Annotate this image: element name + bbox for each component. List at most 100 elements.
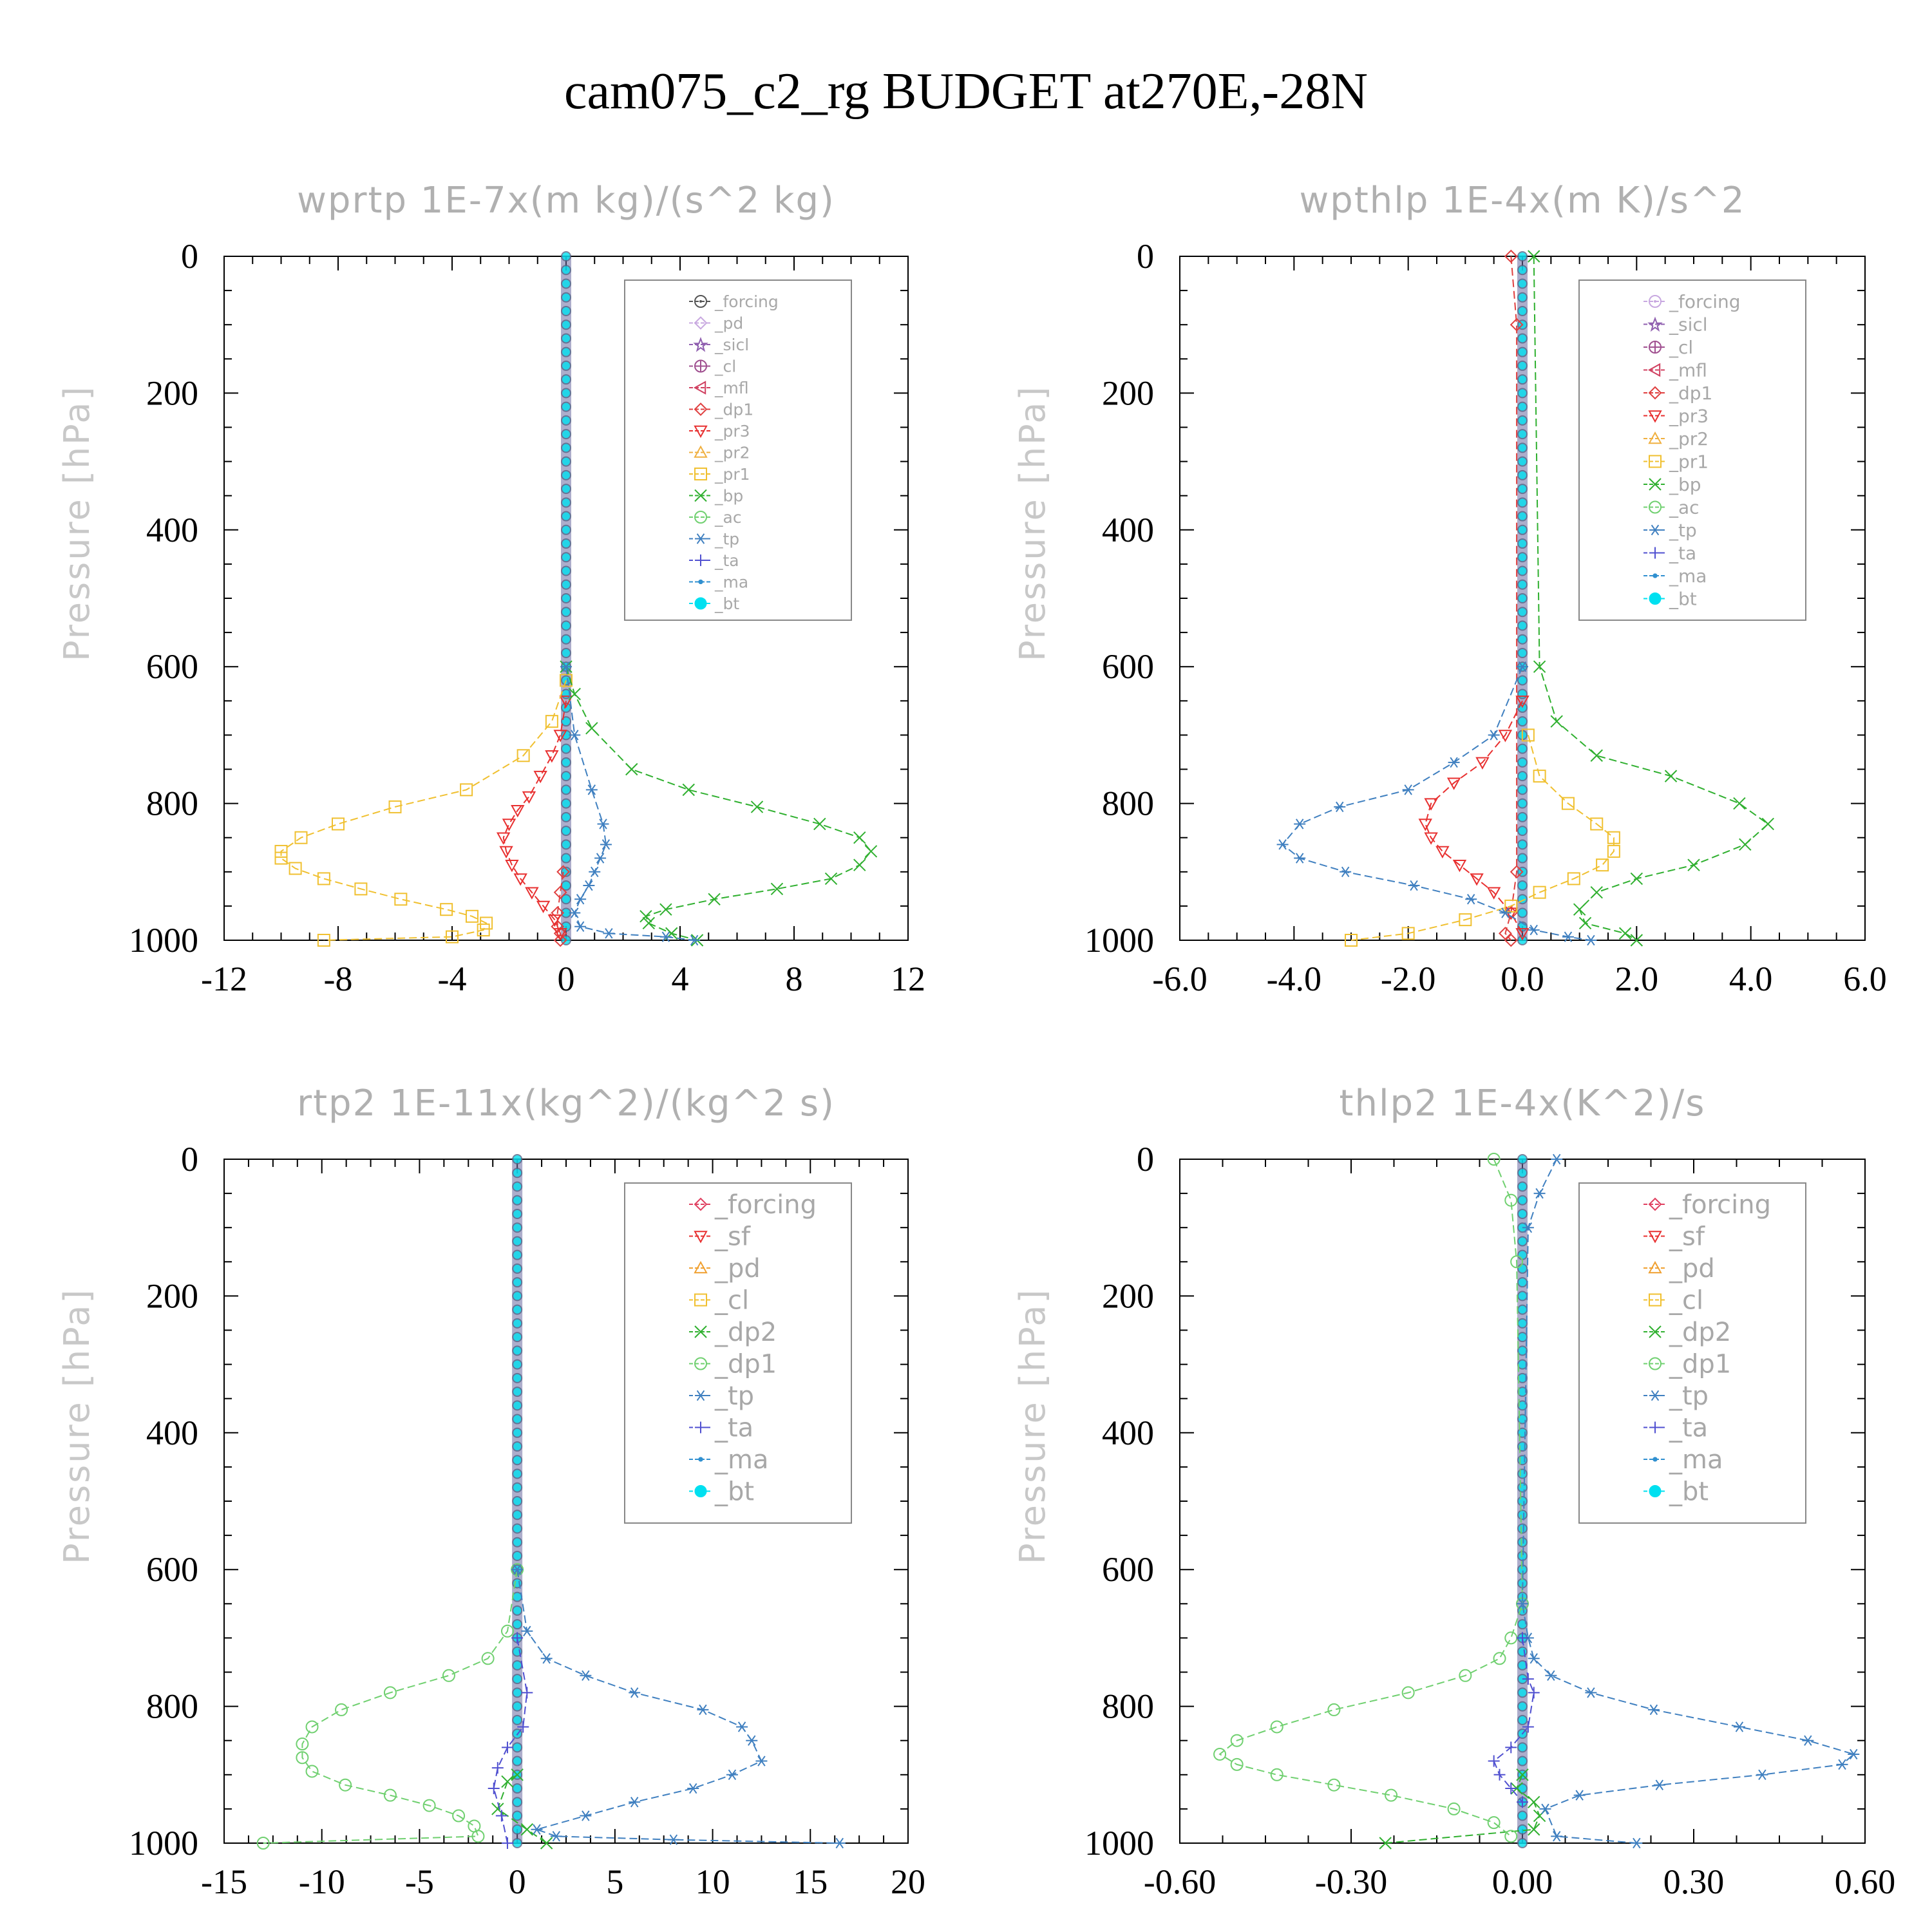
bt-point xyxy=(561,442,571,453)
series-point xyxy=(452,1809,466,1823)
bt-point xyxy=(561,634,571,645)
legend-box xyxy=(624,279,852,621)
legend-entry: _ta xyxy=(1643,542,1696,564)
legend-marker xyxy=(1653,573,1658,578)
series-point xyxy=(1379,1837,1392,1850)
y-axis-label: Pressure [hPa] xyxy=(57,1288,97,1564)
series-point xyxy=(1401,927,1415,940)
series-point xyxy=(1653,1779,1665,1790)
series-point xyxy=(533,770,547,784)
series-point xyxy=(603,928,615,939)
bt-point xyxy=(1517,497,1528,508)
legend-entry: _bt xyxy=(1643,588,1697,609)
bt-point xyxy=(561,524,571,535)
legend-label: _ta xyxy=(1669,1414,1708,1443)
legend-marker xyxy=(693,337,708,352)
bt-point xyxy=(1517,757,1528,768)
legend-marker-center xyxy=(699,300,702,303)
bt-point xyxy=(512,1605,523,1616)
y-tick-label: 400 xyxy=(146,511,198,549)
series-point xyxy=(1488,730,1500,741)
bt-point xyxy=(561,401,571,412)
series-point xyxy=(553,886,567,900)
series-point xyxy=(1550,715,1563,728)
legend-marker xyxy=(1649,592,1662,605)
bt-point xyxy=(1517,565,1528,576)
legend-marker xyxy=(1649,478,1662,491)
bt-point xyxy=(512,1510,523,1520)
series-point xyxy=(569,730,581,741)
series-point xyxy=(1630,934,1643,947)
bt-point xyxy=(1517,1701,1528,1712)
series-point xyxy=(547,914,562,927)
bt-point xyxy=(512,1810,523,1821)
series-point xyxy=(682,783,695,797)
series-point xyxy=(642,916,656,930)
bt-point xyxy=(1517,1387,1528,1397)
legend-entry: _cl xyxy=(1643,337,1693,358)
bt-point xyxy=(1517,360,1528,371)
legend-entry: _cl xyxy=(689,1286,749,1316)
series-line xyxy=(1282,666,1591,941)
bt-point xyxy=(512,1208,523,1219)
bt-point xyxy=(1517,251,1528,261)
legend-entry: _pr3 xyxy=(689,422,750,440)
x-tick-label: 0.30 xyxy=(1663,1862,1725,1901)
series-point xyxy=(1510,317,1524,332)
bt-point xyxy=(1517,1372,1528,1383)
legend-label: _forcing xyxy=(714,1190,817,1220)
legend-entry: _pr1 xyxy=(1643,451,1709,472)
legend-marker xyxy=(1649,1357,1662,1370)
x-tick-label: -4.0 xyxy=(1267,960,1321,998)
bt-point xyxy=(1517,333,1528,344)
bt-point xyxy=(512,1359,523,1370)
series-point xyxy=(525,887,539,900)
series-point xyxy=(726,1769,738,1781)
series-point xyxy=(629,1797,641,1808)
legend-entry: _ta xyxy=(1643,1414,1708,1443)
series-point xyxy=(1493,1652,1506,1665)
x-tick-label: 20 xyxy=(891,1862,925,1901)
series-point xyxy=(1573,903,1586,916)
bt-point xyxy=(1517,1332,1528,1343)
series-point xyxy=(294,831,308,844)
bt-point xyxy=(512,1249,523,1260)
bt-point xyxy=(561,866,571,877)
bt-point xyxy=(561,538,571,549)
series-point xyxy=(499,846,513,858)
legend-entry: _tp xyxy=(1643,1381,1709,1411)
series-point xyxy=(488,1783,500,1795)
series-point xyxy=(522,791,536,804)
series-point xyxy=(864,845,878,858)
series-point xyxy=(1493,1768,1506,1781)
y-tick-label: 400 xyxy=(1102,511,1154,549)
legend-marker xyxy=(693,381,706,395)
legend-entry: _ma xyxy=(1643,1445,1723,1475)
series-point xyxy=(465,909,478,923)
legend-entry: _bt xyxy=(689,594,739,613)
bt-point xyxy=(1517,1756,1528,1766)
bt-point xyxy=(1517,1687,1528,1698)
legend-marker xyxy=(694,468,707,480)
legend-marker xyxy=(1649,547,1661,559)
bt-point xyxy=(1517,1277,1528,1288)
legend-label: _dp2 xyxy=(1669,1318,1731,1347)
series-point xyxy=(1486,887,1501,900)
series-point xyxy=(659,903,672,916)
bt-point xyxy=(512,1222,523,1233)
legend-entry: _bp xyxy=(689,486,743,505)
legend-entry: _pr2 xyxy=(1643,428,1709,450)
bt-point xyxy=(561,346,571,357)
bt-point xyxy=(561,826,571,837)
series-point xyxy=(1515,928,1530,941)
series-point xyxy=(1270,1720,1283,1734)
series-point xyxy=(770,882,784,896)
series-point xyxy=(813,817,826,831)
x-tick-label: 0.0 xyxy=(1501,960,1544,998)
legend-entry: _dp1 xyxy=(689,1350,777,1379)
series-point xyxy=(1515,696,1530,708)
series-point xyxy=(1848,1748,1860,1760)
bt-point xyxy=(512,1345,523,1356)
legend: _forcing_sf_pd _cl_dp2 _dp1_tp _ta_ma_bt xyxy=(624,1182,852,1524)
series-point xyxy=(697,1704,709,1716)
